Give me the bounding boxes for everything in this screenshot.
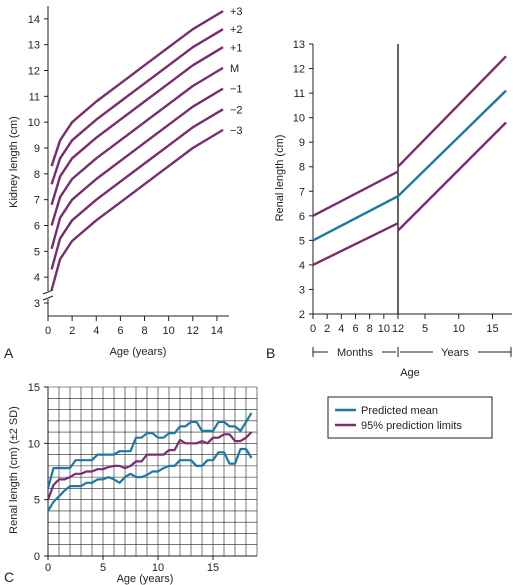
x-axis-title: Age (years) <box>117 573 174 585</box>
panel-label-c: C <box>4 569 14 585</box>
series-label: M <box>230 63 239 75</box>
series-line <box>46 431 253 501</box>
series-label: −2 <box>230 104 243 116</box>
x-tick-label: 15 <box>207 562 219 574</box>
legend-label: 95% prediction limits <box>361 420 462 432</box>
series-line <box>50 128 224 291</box>
series-line-years <box>397 55 507 168</box>
x-tick-label: 4 <box>93 325 99 337</box>
y-tick-label: 7 <box>34 195 40 207</box>
x-tick-label: 4 <box>338 323 344 335</box>
y-tick-label: 7 <box>299 186 305 198</box>
series-line-months <box>312 195 399 242</box>
x-tick-label: 2 <box>69 325 75 337</box>
y-tick-label: 10 <box>28 117 40 129</box>
series-line-months <box>312 170 399 217</box>
x-tick-label: 0 <box>310 323 316 335</box>
y-tick-label: 14 <box>28 14 40 26</box>
y-tick-label: 8 <box>299 162 305 174</box>
segment-label-months: Months <box>337 347 374 359</box>
series-line-months <box>312 222 399 266</box>
series-line <box>50 46 224 206</box>
series-line <box>50 10 224 167</box>
y-tick-label: 4 <box>34 272 40 284</box>
series-line <box>46 412 253 489</box>
y-tick-label: 11 <box>294 88 305 100</box>
x-tick-label: 10 <box>163 325 175 337</box>
axis-break-mark <box>42 289 54 295</box>
series-line-years <box>397 121 507 232</box>
series-label: +1 <box>230 42 243 54</box>
x-tick-label: 10 <box>453 323 465 335</box>
x-axis-title: Age <box>400 367 420 379</box>
series-line-years <box>397 89 507 198</box>
series-label: +2 <box>230 24 243 36</box>
x-tick-label: 0 <box>45 562 51 574</box>
y-tick-label: 3 <box>34 298 40 310</box>
x-tick-label: 8 <box>367 323 373 335</box>
y-tick-label: 5 <box>299 235 305 247</box>
y-tick-label: 3 <box>299 284 305 296</box>
y-tick-label: 10 <box>28 438 40 450</box>
panel-label-b: B <box>266 345 275 361</box>
y-tick-label: 13 <box>293 39 305 51</box>
y-axis-title: Renal length (cm) <box>274 135 286 222</box>
panel-label-a: A <box>4 345 14 361</box>
panel-c-chart: 0 5 10 15 0 5 10 15 Age (years) Renal length (cm)… <box>8 382 258 585</box>
segment-label-years: Years <box>441 347 469 359</box>
series-label: −1 <box>230 84 243 96</box>
chart-legend: Predicted mean 95% prediction limits <box>327 396 493 439</box>
y-tick-label: 10 <box>293 113 305 125</box>
x-tick-label: 10 <box>152 562 164 574</box>
x-tick-label: 6 <box>117 325 123 337</box>
y-tick-label: 12 <box>293 64 305 76</box>
y-tick-label: 6 <box>299 211 305 223</box>
series-line <box>47 447 253 512</box>
series-line <box>50 108 224 270</box>
x-tick-label: 8 <box>141 325 147 337</box>
x-tick-label: 0 <box>45 325 51 337</box>
x-tick-label: 5 <box>100 562 106 574</box>
y-tick-label: 9 <box>34 143 40 155</box>
panel-a-chart: 345678910111213141502468101214Age (years… <box>8 6 243 358</box>
y-tick-label: 5 <box>34 246 40 258</box>
x-axis-title: Age (years) <box>110 346 167 358</box>
x-tick-label: 10 <box>378 323 390 335</box>
y-tick-label: 2 <box>299 309 305 321</box>
y-tick-label: 15 <box>28 382 40 394</box>
x-tick-label: 14 <box>211 325 223 337</box>
x-tick-label: 5 <box>422 323 428 335</box>
y-tick-label: 11 <box>29 91 40 103</box>
axis-break-mark <box>42 295 54 301</box>
series-label: −3 <box>230 125 243 137</box>
x-tick-label: 2 <box>324 323 330 335</box>
legend-box <box>327 396 493 439</box>
series-line <box>50 66 224 226</box>
y-tick-label: 6 <box>34 221 40 233</box>
legend-label: Predicted mean <box>361 405 438 417</box>
x-tick-label: 12 <box>392 323 404 335</box>
y-tick-label: 13 <box>28 40 40 52</box>
y-tick-label: 5 <box>34 495 40 507</box>
series-line <box>50 28 224 185</box>
x-tick-label: 6 <box>352 323 358 335</box>
x-tick-label: 12 <box>187 325 199 337</box>
y-tick-label: 4 <box>299 260 305 272</box>
y-tick-label: 12 <box>28 66 40 78</box>
y-tick-label: 0 <box>34 551 40 563</box>
series-label: +3 <box>230 6 243 18</box>
y-axis-title: Kidney length (cm) <box>8 116 20 208</box>
x-tick-label: 15 <box>486 323 498 335</box>
y-axis-title: Renal length (cm) (±2 SD) <box>8 406 20 534</box>
y-tick-label: 8 <box>34 169 40 181</box>
series-line <box>50 87 224 250</box>
y-tick-label: 9 <box>299 137 305 149</box>
